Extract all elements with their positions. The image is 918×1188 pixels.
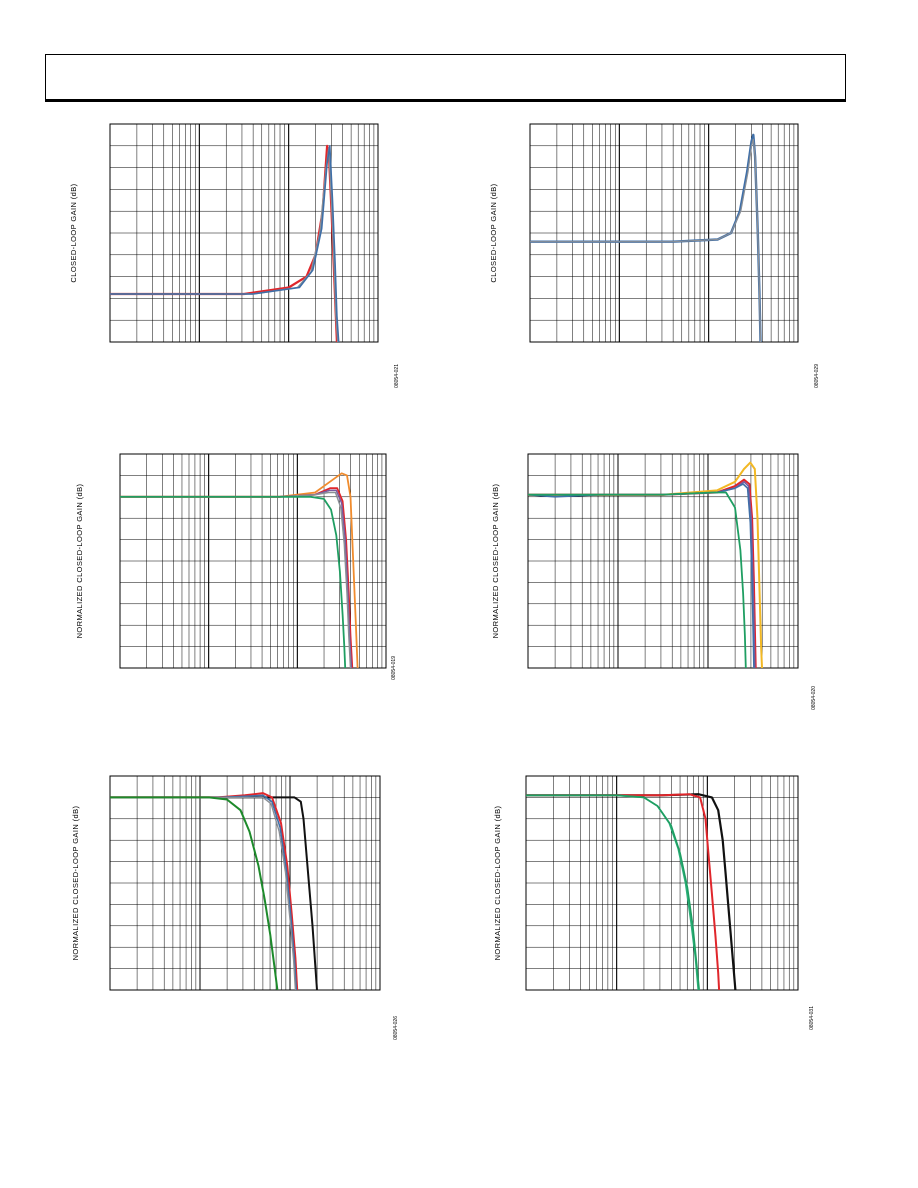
chart-normalized-gain-d: NORMALIZED CLOSED-LOOP GAIN (dB) 08054-02… — [480, 446, 825, 710]
grid — [525, 775, 799, 991]
series-line-1 — [528, 461, 763, 668]
figure-code: 08054-031 — [809, 1006, 815, 1030]
y-axis-label: CLOSED-LOOP GAIN (dB) — [489, 183, 498, 282]
chart-svg: NORMALIZED CLOSED-LOOP GAIN (dB) 08054-01… — [75, 453, 397, 680]
plot-frame — [525, 775, 799, 991]
figure-code: 08054-020 — [811, 686, 817, 710]
chart-svg: CLOSED-LOOP GAIN (dB) 08054-029 — [489, 123, 820, 388]
chart-svg: NORMALIZED CLOSED-LOOP GAIN (dB) 08054-03… — [493, 775, 815, 1030]
page-header — [45, 54, 846, 102]
y-axis-label: NORMALIZED CLOSED-LOOP GAIN (dB) — [71, 806, 80, 961]
chart-svg: CLOSED-LOOP GAIN (dB) 08054-021 — [69, 123, 400, 388]
chart-normalized-gain-c: NORMALIZED CLOSED-LOOP GAIN (dB) 08054-01… — [60, 446, 405, 686]
series-line-3 — [528, 480, 756, 668]
grid — [109, 775, 381, 991]
series-line-3 — [526, 794, 700, 990]
y-axis-label: CLOSED-LOOP GAIN (dB) — [69, 183, 78, 282]
series-line-3 — [120, 489, 353, 668]
grid — [527, 453, 799, 669]
plot-frame — [527, 453, 799, 669]
series-line-2 — [110, 792, 299, 990]
series-line-3 — [110, 144, 340, 342]
grid — [109, 123, 379, 343]
chart-svg: NORMALIZED CLOSED-LOOP GAIN (dB) 08054-02… — [491, 453, 817, 710]
series-line-2 — [526, 793, 721, 990]
chart-normalized-gain-e: NORMALIZED CLOSED-LOOP GAIN (dB) 08054-02… — [60, 768, 405, 1040]
series-line-2 — [120, 487, 354, 668]
series-line-4 — [528, 483, 755, 668]
series-line-2 — [530, 138, 762, 342]
series-line-4 — [120, 491, 352, 668]
series-line-5 — [528, 491, 747, 668]
series-line-5 — [120, 495, 347, 668]
y-axis-label: NORMALIZED CLOSED-LOOP GAIN (dB) — [75, 484, 84, 639]
figure-code: 08054-019 — [391, 656, 397, 680]
chart-svg: NORMALIZED CLOSED-LOOP GAIN (dB) 08054-02… — [71, 775, 399, 1040]
series-line-2 — [110, 147, 339, 342]
chart-closed-loop-gain-b: CLOSED-LOOP GAIN (dB) 08054-029 — [480, 116, 825, 388]
y-axis-label: NORMALIZED CLOSED-LOOP GAIN (dB) — [491, 484, 500, 639]
chart-normalized-gain-f: NORMALIZED CLOSED-LOOP GAIN (dB) 08054-03… — [480, 768, 825, 1030]
plot-frame — [119, 453, 387, 669]
series-line-4 — [110, 796, 297, 990]
series-line-1 — [110, 144, 338, 342]
plot-frame — [109, 775, 381, 991]
series-line-1 — [526, 793, 737, 990]
plot-frame — [109, 123, 379, 343]
figure-code: 08054-026 — [393, 1016, 399, 1040]
series-line-1 — [530, 133, 762, 342]
series-line-2 — [528, 478, 757, 668]
chart-closed-loop-gain-a: CLOSED-LOOP GAIN (dB) 08054-021 — [60, 116, 400, 388]
series-line-4 — [526, 794, 700, 990]
figure-code: 08054-021 — [394, 364, 400, 388]
figure-code: 08054-029 — [814, 364, 820, 388]
series-line-1 — [120, 472, 359, 668]
series-line-3 — [110, 794, 298, 990]
plot-frame — [529, 123, 799, 343]
series-line-5 — [110, 796, 279, 990]
y-axis-label: NORMALIZED CLOSED-LOOP GAIN (dB) — [493, 806, 502, 961]
